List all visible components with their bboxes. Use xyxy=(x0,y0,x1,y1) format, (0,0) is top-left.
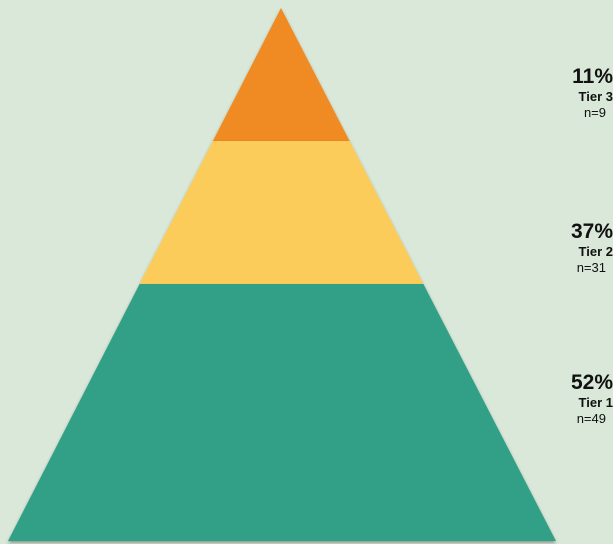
tier-1-segment xyxy=(8,284,556,541)
tier-2-segment xyxy=(139,141,424,284)
tier-1-count: n=49 xyxy=(576,411,606,426)
tier-2-name: Tier 2 xyxy=(578,244,613,259)
tier-1-label: 52% Tier 1 n=49 xyxy=(533,372,613,425)
tier-3-percent: 11% xyxy=(572,65,613,88)
tier-2-label: 37% Tier 2 n=31 xyxy=(533,221,613,274)
tier-2-count: n=31 xyxy=(576,260,606,275)
tier-3-label: 11% Tier 3 n=9 xyxy=(533,66,613,119)
tier-1-percent: 52% xyxy=(570,371,613,394)
tier-3-count: n=9 xyxy=(583,105,606,120)
tier-2-percent: 37% xyxy=(570,220,613,243)
tier-3-name: Tier 3 xyxy=(578,89,613,104)
tier-1-name: Tier 1 xyxy=(578,395,613,410)
tier-3-segment xyxy=(212,8,350,141)
